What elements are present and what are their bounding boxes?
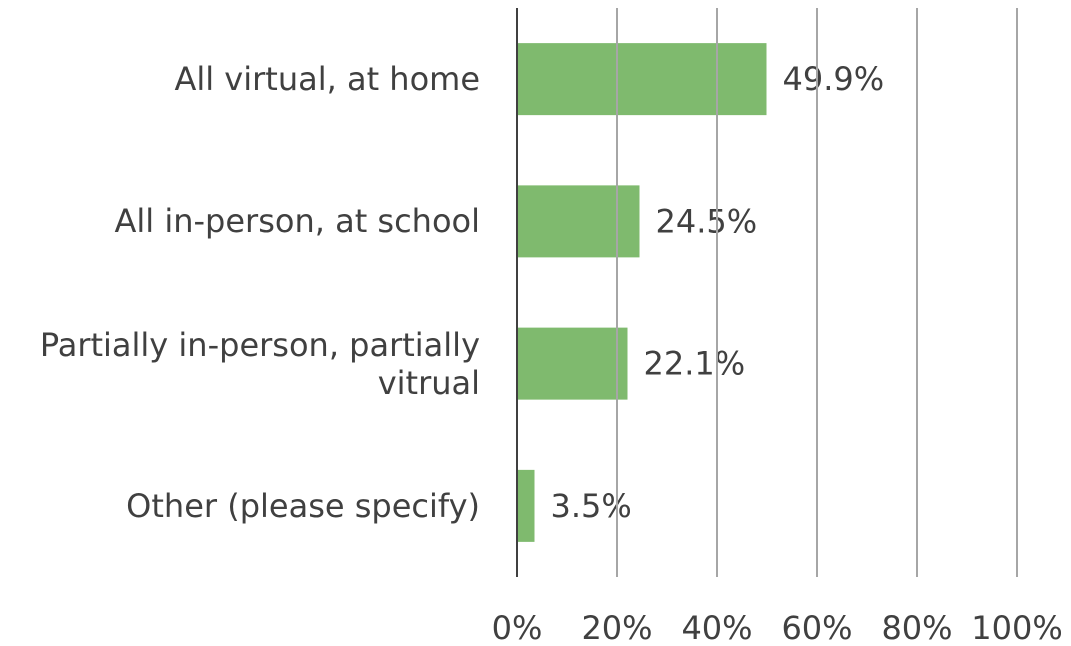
y-tick-label: Partially in-person, partially vitrual	[39, 325, 480, 402]
x-tick-label: 100%	[971, 609, 1062, 646]
y-tick-label: All in-person, at school	[114, 202, 480, 241]
data-label: 22.1%	[644, 345, 746, 383]
x-tick-label: 60%	[781, 609, 852, 646]
data-label: 49.9%	[783, 60, 885, 98]
x-tick-label: 80%	[881, 609, 952, 646]
bar	[517, 469, 535, 542]
bar	[517, 185, 640, 258]
y-tick-label: All virtual, at home	[174, 60, 480, 99]
x-tick-label: 20%	[581, 609, 652, 646]
data-label: 24.5%	[656, 202, 758, 240]
x-tick-label: 0%	[492, 609, 543, 646]
bar	[517, 43, 767, 116]
data-label: 3.5%	[551, 487, 632, 525]
x-tick-label: 40%	[681, 609, 752, 646]
bar	[517, 327, 628, 400]
y-tick-label: Other (please specify)	[126, 486, 480, 525]
